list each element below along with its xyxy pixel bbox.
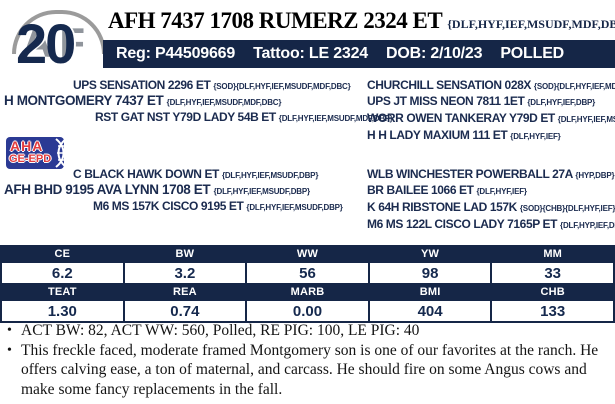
epd-value-cell: 0.00 <box>245 299 370 323</box>
pedigree-sire-great-1: CHURCHILL SENSATION 028X {SOD}{DLF,HYF,I… <box>367 78 615 92</box>
epd-value-row: 6.2 3.2 56 98 33 <box>0 261 615 285</box>
epd-value-cell: 1.30 <box>0 299 125 323</box>
dob: DOB: 2/10/23 <box>386 45 483 62</box>
epd-value-cell: 0.74 <box>122 299 248 323</box>
animal-title: AFH 7437 1708 RUMERZ 2324 ET {DLF,HYF,IEF… <box>108 8 615 34</box>
epd-header-cell: BW <box>122 245 248 263</box>
pedigree-sire: H MONTGOMERY 7437 ET {DLF,HYF,IEF,MSUDF,… <box>4 93 282 108</box>
epd-header-row: CE BW WW YW MM <box>0 245 615 263</box>
epd-header-cell: MM <box>490 245 615 263</box>
epd-value-cell: 404 <box>367 299 493 323</box>
animal-name: AFH 7437 1708 RUMERZ 2324 ET <box>108 8 443 33</box>
horn-status: POLLED <box>500 45 565 62</box>
registration-bar: Reg: P44509669 Tattoo: LE 2324 DOB: 2/10… <box>103 40 615 68</box>
epd-value-cell: 56 <box>245 261 370 285</box>
epd-header-cell: MARB <box>245 283 370 301</box>
epd-value-cell: 98 <box>367 261 493 285</box>
ranch-brand-watermark: AF <box>22 19 92 66</box>
epd-value-cell: 6.2 <box>0 261 125 285</box>
pedigree-sire-great-2: UPS JT MISS NEON 7811 1ET {DLF,HYF,IEF,D… <box>367 94 596 108</box>
animal-genetic-flags: {DLF,HYF,IEF,MSUDF,MDF,DBC} <box>447 17 615 31</box>
lot-badge: AF 20 <box>6 2 106 74</box>
aha-ge-epd-logo: AHA GE-EPD <box>6 137 67 169</box>
epd-header-cell: BMI <box>367 283 493 301</box>
epd-value-row: 1.30 0.74 0.00 404 133 <box>0 299 615 323</box>
pedigree-dam-great-4: M6 MS 122L CISCO LADY 7165P ET {DLF,HYP,… <box>367 217 615 231</box>
pedigree-dam-granddam: M6 MS 157K CISCO 9195 ET {DLF,HYF,IEF,MS… <box>93 199 343 213</box>
epd-header-cell: REA <box>122 283 248 301</box>
description-note: This freckle faced, moderate framed Mont… <box>2 341 613 400</box>
epd-value-cell: 3.2 <box>122 261 248 285</box>
pedigree-dam-great-3: K 64H RIBSTONE LAD 157K {SOD}{CHB}{DLF,H… <box>367 200 615 214</box>
epd-header-cell: WW <box>245 245 370 263</box>
lot-notes: ACT BW: 82, ACT WW: 560, Polled, RE PIG:… <box>2 321 613 399</box>
epd-header-cell: CHB <box>490 283 615 301</box>
pedigree-dam-great-1: WLB WINCHESTER POWERBALL 27A {HYP,DBP} <box>367 167 615 181</box>
ge-epd-logo-text: GE-EPD <box>9 153 52 165</box>
stats-note: ACT BW: 82, ACT WW: 560, Polled, RE PIG:… <box>2 321 613 341</box>
epd-header-cell: CE <box>0 245 125 263</box>
epd-header-cell: TEAT <box>0 283 125 301</box>
lot-number: 20 <box>16 12 76 75</box>
pedigree-sire-grandsire: UPS SENSATION 2296 ET {SOD}{DLF,HYF,IEF,… <box>73 78 351 92</box>
pedigree-dam: AFH BHD 9195 AVA LYNN 1708 ET {DLF,HYF,I… <box>4 182 310 197</box>
dna-helix-icon <box>55 138 67 168</box>
pedigree-dam-great-2: BR BAILEE 1066 ET {DLF,HYF,IEF} <box>367 183 527 197</box>
epd-value-cell: 133 <box>490 299 615 323</box>
pedigree-sire-granddam: RST GAT NST Y79D LADY 54B ET {DLF,HYF,IE… <box>95 110 393 124</box>
epd-value-cell: 33 <box>490 261 615 285</box>
pedigree-dam-grandsire: C BLACK HAWK DOWN ET {DLF,HYF,IEF,MSUDF,… <box>73 167 319 181</box>
tattoo: Tattoo: LE 2324 <box>253 45 369 62</box>
epd-header-row: TEAT REA MARB BMI CHB <box>0 283 615 301</box>
epd-table: CE BW WW YW MM 6.2 3.2 56 98 33 TEAT REA… <box>0 245 615 323</box>
aha-logo-text: AHA <box>10 138 44 154</box>
pedigree-sire-great-3: WORR OWEN TANKERAY Y79D ET {DLF,HYF,IEF,… <box>367 111 615 125</box>
epd-header-cell: YW <box>367 245 493 263</box>
pedigree-sire-great-4: H H LADY MAXIUM 111 ET {DLF,HYF,IEF} <box>367 128 561 142</box>
reg-number: Reg: P44509669 <box>116 45 236 62</box>
